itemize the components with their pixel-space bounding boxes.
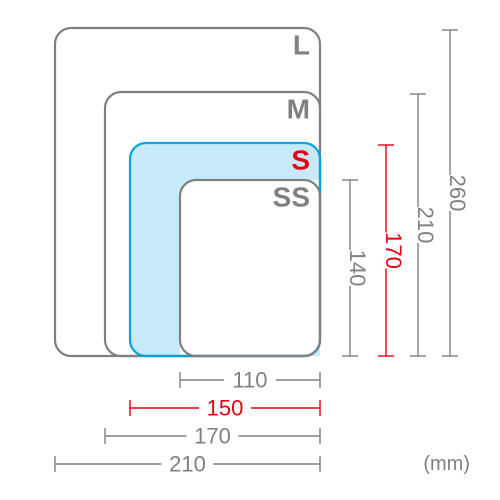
size-label-l: L — [293, 30, 310, 61]
hdim-170: 170 — [105, 424, 320, 449]
hdim-label-170: 170 — [194, 424, 231, 449]
vdim-170: 170 — [378, 145, 406, 356]
vdim-label-140: 140 — [345, 250, 370, 287]
size-label-ss: SS — [273, 182, 310, 213]
vdim-label-260: 260 — [445, 175, 470, 212]
hdim-110: 110 — [180, 368, 320, 393]
unit-label: (mm) — [423, 453, 470, 475]
hdim-label-150: 150 — [207, 396, 244, 421]
hdim-210: 210 — [55, 452, 320, 477]
vdim-label-170: 170 — [381, 232, 406, 269]
vdim-260: 260 — [442, 30, 470, 356]
vdim-140: 140 — [342, 180, 370, 356]
hdim-label-110: 110 — [232, 368, 267, 393]
vdim-label-210: 210 — [413, 207, 438, 244]
vdim-210: 210 — [410, 94, 438, 356]
hdim-label-210: 210 — [169, 452, 206, 477]
hdim-150: 150 — [130, 396, 320, 421]
size-label-m: M — [287, 94, 310, 125]
size-label-s: S — [291, 145, 310, 176]
